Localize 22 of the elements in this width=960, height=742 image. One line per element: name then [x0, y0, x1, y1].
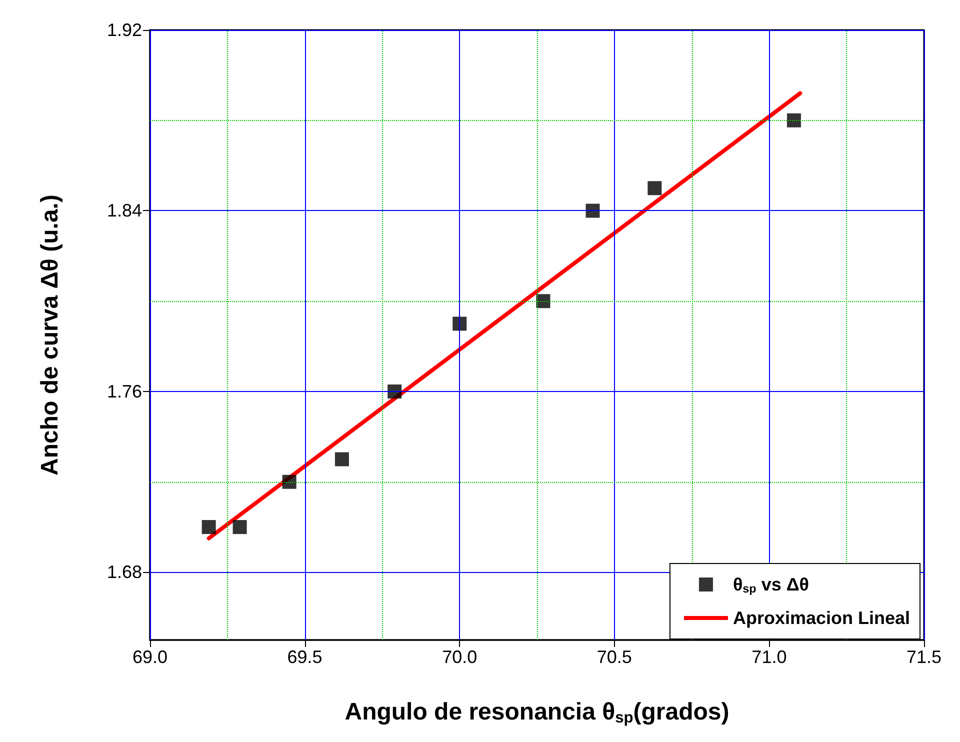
x-tick-label: 71.0	[752, 647, 787, 667]
point	[648, 181, 662, 196]
point	[202, 520, 216, 534]
point	[786, 113, 801, 128]
point	[452, 316, 467, 331]
point	[282, 474, 296, 489]
point	[586, 204, 600, 218]
point	[536, 294, 550, 308]
y-tick-label: 1.84	[106, 200, 142, 221]
y-tick-label: 1.92	[106, 20, 142, 40]
x-tick-label: 70.0	[442, 647, 478, 667]
x-tick-label: 69.0	[132, 647, 168, 667]
x-tick-label: 69.5	[287, 647, 322, 667]
y-tick-label: 1.76	[106, 381, 142, 402]
legend-label: Aproximacion Lineal	[732, 608, 910, 628]
x-tick-label: 70.5	[596, 647, 632, 667]
point	[232, 520, 247, 534]
point	[388, 384, 402, 398]
y-tick-label: 1.68	[106, 562, 142, 582]
point	[334, 452, 349, 466]
x-tick-label: 71.5	[906, 647, 942, 667]
y-axis-title: Ancho de curva Δθ (u.a.)	[36, 194, 64, 476]
